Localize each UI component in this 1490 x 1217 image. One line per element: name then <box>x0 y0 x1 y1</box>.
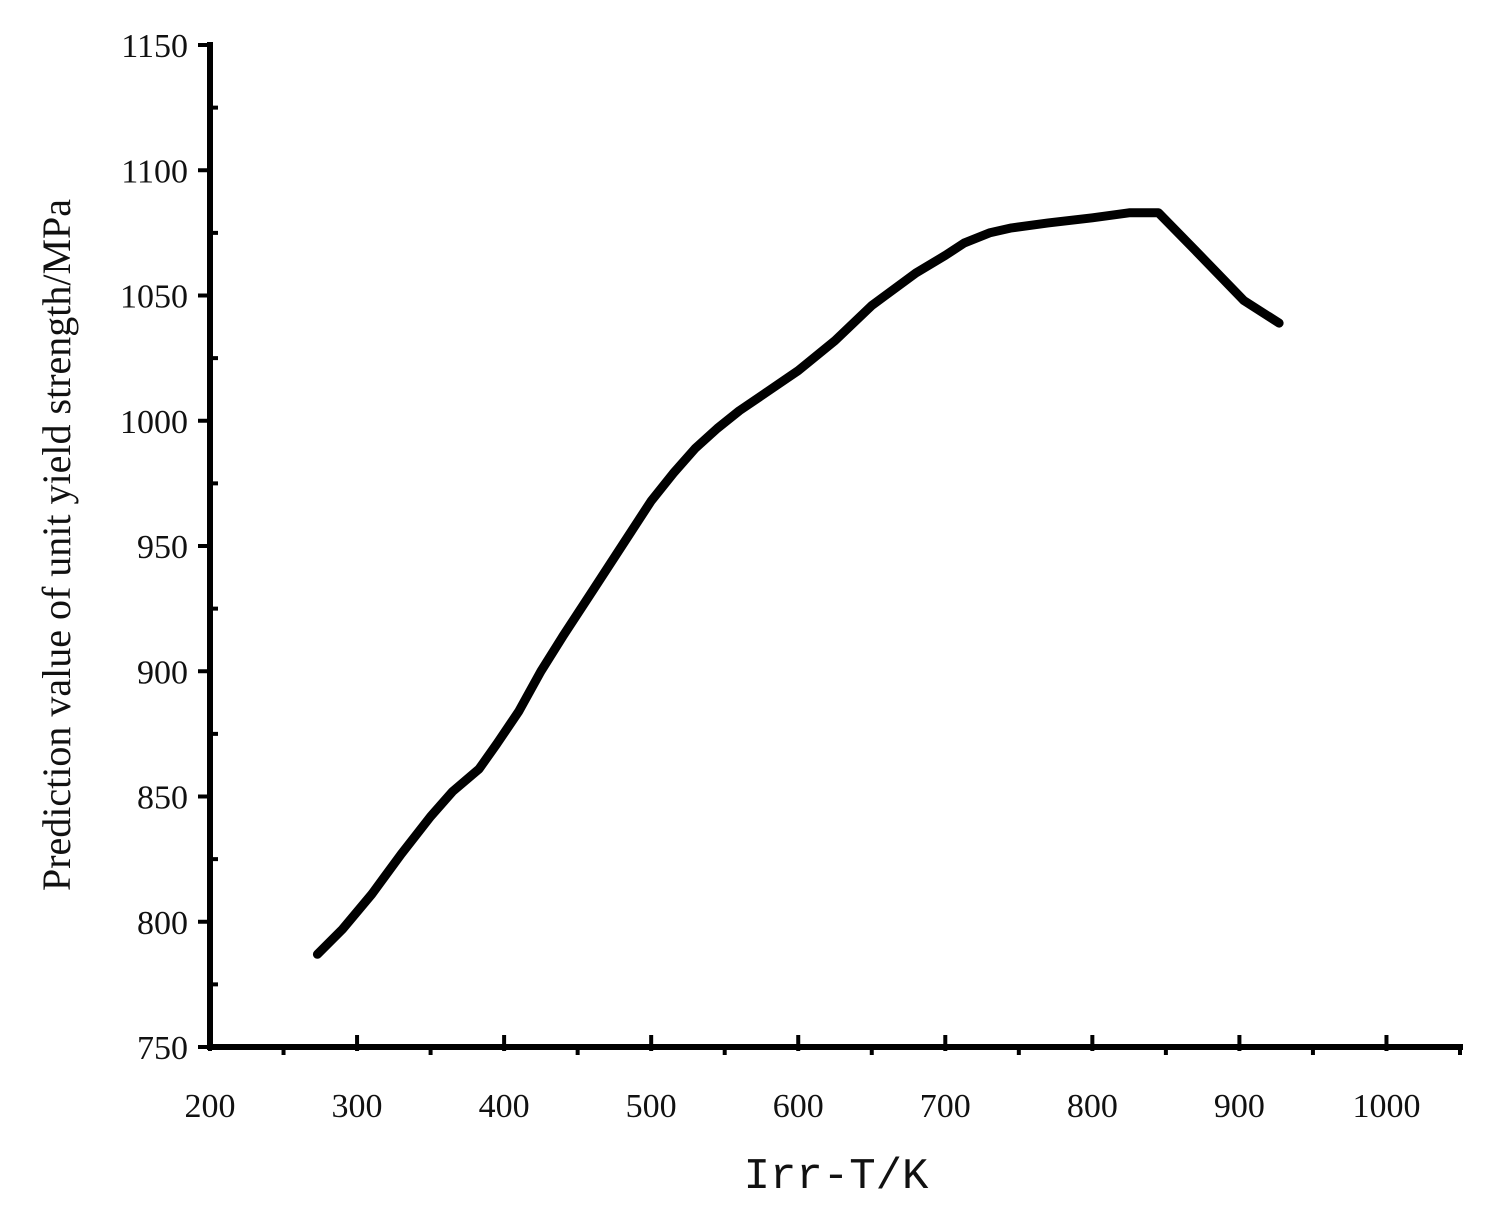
x-tick-label: 400 <box>479 1088 530 1125</box>
y-tick-label: 900 <box>137 654 188 691</box>
y-axis-title: Prediction value of unit yield strength/… <box>34 199 79 891</box>
y-tick-label: 950 <box>137 529 188 566</box>
x-tick-label: 300 <box>332 1088 383 1125</box>
x-tick-label: 600 <box>773 1088 824 1125</box>
x-axis-title: Irr-T/K <box>744 1152 929 1202</box>
series-line <box>312 208 1284 959</box>
y-tick-label: 850 <box>137 780 188 817</box>
x-tick-label: 200 <box>185 1088 236 1125</box>
series-group <box>312 208 1284 959</box>
y-tick-labels: 750 800 850 900 950 1000 1050 1100 1150 <box>120 28 188 1067</box>
y-tick-label: 750 <box>137 1030 188 1067</box>
x-tick-label: 800 <box>1067 1088 1118 1125</box>
y-tick-label: 800 <box>137 905 188 942</box>
x-tick-label: 500 <box>626 1088 677 1125</box>
x-tick-label: 1000 <box>1352 1088 1420 1125</box>
y-tick-label: 1050 <box>120 279 188 316</box>
axes <box>207 42 1463 1050</box>
y-tick-label: 1150 <box>121 28 188 65</box>
x-tick-labels: 200 300 400 500 600 700 800 900 1000 <box>185 1088 1421 1125</box>
y-tick-label: 1100 <box>121 153 188 190</box>
x-tick-label: 700 <box>920 1088 971 1125</box>
y-tick-label: 1000 <box>120 404 188 441</box>
x-tick-label: 900 <box>1214 1088 1265 1125</box>
